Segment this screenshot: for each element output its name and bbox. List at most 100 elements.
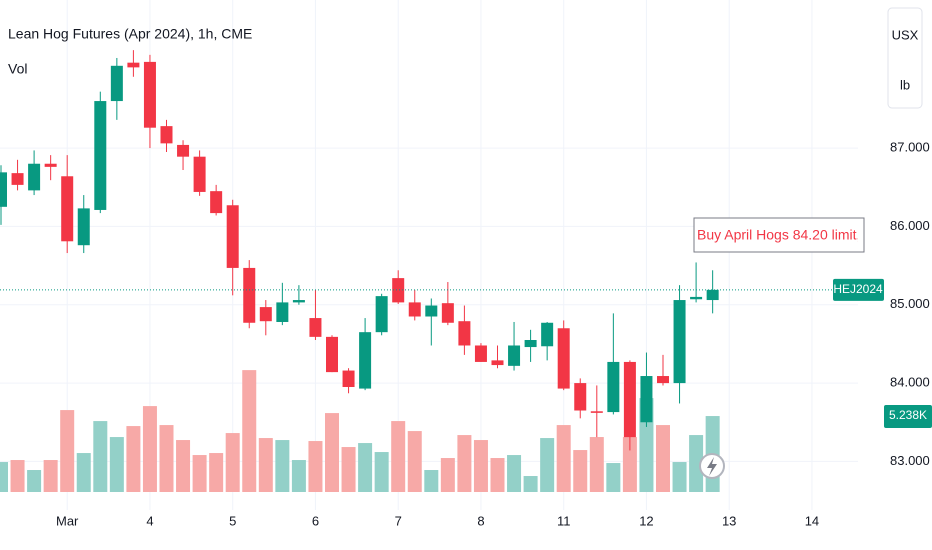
x-tick-label: 8 [477, 513, 484, 528]
y-tick-label: 86.000 [890, 218, 930, 233]
x-tick-label: 5 [229, 513, 236, 528]
candle-body [292, 300, 305, 303]
volume-label: 5.238K [889, 408, 927, 422]
volume-bar [192, 455, 207, 492]
x-tick-label: 13 [722, 513, 736, 528]
candle-body [491, 360, 504, 366]
volume-bar [374, 452, 389, 492]
volume-bar [606, 463, 621, 492]
unit: USX [892, 27, 919, 42]
volume-bar [209, 453, 224, 492]
x-tick-label: 12 [639, 513, 653, 528]
volume-bar [43, 460, 58, 492]
x-tick-label: 7 [395, 513, 402, 528]
volume-bar [473, 440, 488, 492]
volume-label-box [884, 405, 932, 429]
candle-body [690, 296, 703, 300]
annotation-box [693, 217, 865, 253]
volume-bar [142, 406, 157, 492]
candle-body [706, 289, 719, 301]
volume-bar [93, 421, 108, 492]
y-tick-label: 84.000 [890, 375, 930, 390]
candle-body [309, 318, 322, 337]
price-label-box [833, 278, 884, 301]
volume-bar [540, 438, 555, 492]
volume-bar [258, 438, 273, 492]
candle-body [61, 176, 74, 242]
volume-bar [126, 426, 141, 492]
candle-body [623, 361, 636, 438]
volume-bar [27, 470, 42, 492]
candles [0, 50, 719, 451]
labels: 83.000 84.000 85.000 86.000 87.000 Mar 4 5 6 7 8 11… [0, 140, 932, 528]
candle-body [474, 345, 487, 362]
volume-bar [291, 460, 306, 492]
candle-body [342, 370, 355, 388]
chart-title: Lean Hog Futures (Apr 2024), 1h, CME [8, 26, 252, 42]
volume-bar [507, 455, 522, 492]
candle-body [226, 205, 239, 268]
candle-body [11, 173, 24, 185]
volume-bar [10, 460, 25, 492]
volume-bar [556, 425, 571, 492]
volume-title: Vol [8, 61, 27, 77]
candle-body [77, 208, 90, 246]
x-tick-label: 14 [805, 513, 819, 528]
volume-bar [308, 441, 323, 492]
candle-body [259, 307, 272, 322]
candle-body [28, 163, 41, 191]
x-tick-label: 4 [146, 513, 153, 528]
volume-bar [225, 433, 240, 492]
volume-bar [689, 435, 704, 492]
candle-body [127, 62, 140, 68]
volume-bar [275, 440, 290, 492]
volume-bar [176, 440, 191, 492]
price-label: HEJ2024 [833, 282, 883, 296]
candle-body [110, 65, 123, 102]
candle-body [143, 61, 156, 128]
candle-body [160, 126, 173, 144]
candle-body [210, 191, 223, 214]
candle-body [94, 101, 107, 210]
candle-body [458, 321, 471, 346]
volume-bar [325, 413, 339, 492]
candle-body [425, 305, 438, 317]
candle-body [392, 278, 405, 303]
volume-bar [407, 431, 422, 492]
volume-bar [109, 437, 124, 492]
candle-body [0, 172, 7, 207]
y-tick-label: 85.000 [890, 296, 930, 311]
candle-body [408, 302, 421, 317]
candle-body [243, 267, 256, 323]
volume-bar [358, 443, 373, 492]
volume-bar [523, 476, 538, 492]
flash-icon [699, 453, 725, 479]
y-tick-label: 83.000 [890, 453, 930, 468]
volume-bar [457, 435, 472, 492]
candle-body [44, 163, 57, 167]
candle-body [441, 303, 454, 323]
candle-body [375, 296, 388, 333]
candle-body [557, 328, 570, 389]
volume-bar [589, 437, 604, 492]
volume-bar [242, 370, 257, 492]
candle-body [640, 376, 653, 423]
volume-pane [0, 370, 720, 492]
volume-bar [656, 425, 670, 492]
unit: lb [900, 77, 910, 92]
unit-box [887, 7, 923, 109]
x-tick-label: 6 [312, 513, 319, 528]
volume-bar [0, 462, 8, 492]
volume-bar [424, 470, 439, 492]
volume-bar [76, 453, 91, 492]
volume-bar [60, 410, 75, 492]
candle-body [276, 302, 289, 322]
candle-body [524, 340, 537, 348]
candle-body [657, 376, 669, 384]
x-tick-label: Mar [56, 513, 79, 528]
candle-body [541, 322, 554, 347]
volume-bar [440, 458, 455, 492]
volume-bar [672, 462, 687, 492]
candle-body [574, 383, 587, 411]
